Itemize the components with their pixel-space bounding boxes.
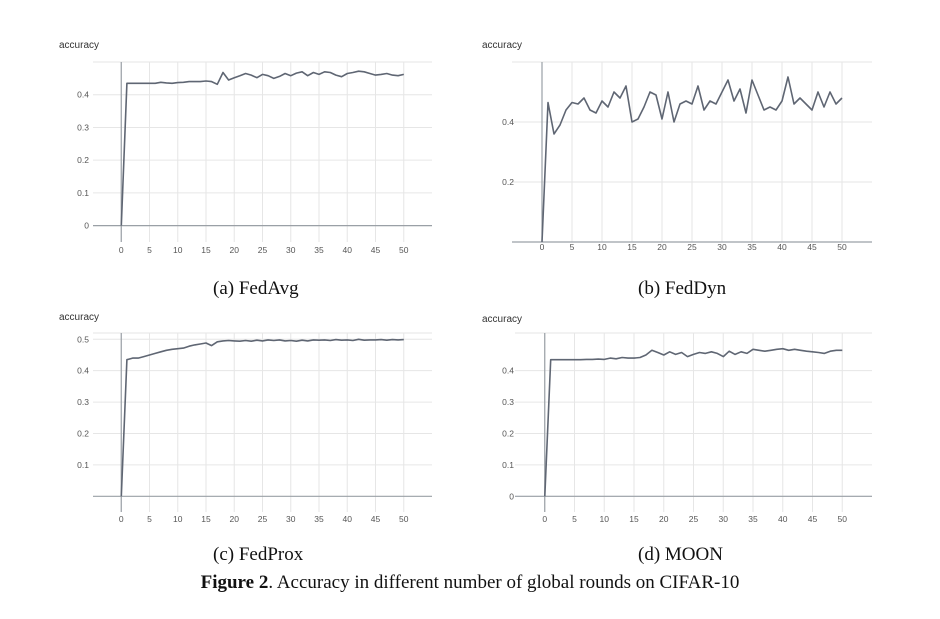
y-axis-label: accuracy [59,312,99,323]
caption-feddyn: (b) FedDyn [638,278,727,299]
y-tick-label: 0.2 [502,428,514,438]
y-tick-label: 0.2 [77,155,89,165]
x-tick-label: 10 [173,514,183,524]
y-tick-label: 0 [509,491,514,501]
figure-caption-text: . Accuracy in different number of global… [268,572,740,593]
y-axis-label: accuracy [59,40,99,51]
x-tick-label: 40 [343,514,353,524]
x-tick-label: 30 [286,514,296,524]
x-tick-label: 15 [201,514,211,524]
x-tick-label: 5 [570,242,575,252]
x-tick-label: 30 [717,242,727,252]
x-tick-label: 15 [201,245,211,255]
x-tick-label: 5 [147,514,152,524]
x-tick-label: 0 [119,514,124,524]
x-tick-label: 15 [627,242,637,252]
accuracy-series-line [120,70,404,226]
y-tick-label: 0.2 [77,428,89,438]
x-tick-label: 10 [173,245,183,255]
x-tick-label: 25 [689,514,699,524]
x-tick-label: 5 [147,245,152,255]
x-tick-label: 30 [286,245,296,255]
x-tick-label: 5 [572,514,577,524]
x-tick-label: 0 [542,514,547,524]
x-tick-label: 0 [540,242,545,252]
x-tick-label: 20 [230,514,240,524]
y-tick-label: 0.3 [502,397,514,407]
x-tick-label: 20 [230,245,240,255]
caption-fedprox: (c) FedProx [213,544,304,565]
x-tick-label: 45 [371,514,381,524]
x-tick-label: 10 [600,514,610,524]
y-tick-label: 0.4 [77,90,89,100]
y-tick-label: 0.1 [77,460,89,470]
y-tick-label: 0.1 [77,188,89,198]
chart-feddyn: accuracy 0.2 0.4 0 5 10 15 20 25 30 35 40 45 50 [482,40,872,252]
x-tick-label: 40 [778,514,788,524]
x-tick-label: 50 [837,242,847,252]
x-tick-label: 45 [808,514,818,524]
y-tick-label: 0.4 [77,366,89,376]
accuracy-series-line [120,338,404,497]
figure-caption: Figure 2. Accuracy in different number o… [0,572,940,594]
x-tick-label: 50 [399,514,409,524]
y-tick-label: 0.3 [77,397,89,407]
x-tick-label: 25 [687,242,697,252]
y-tick-label: 0.4 [502,366,514,376]
x-tick-label: 25 [258,245,268,255]
y-tick-label: 0.1 [502,460,514,470]
x-tick-label: 50 [399,245,409,255]
y-tick-label: 0.2 [502,177,514,187]
figure-label: Figure 2 [200,572,269,593]
x-tick-label: 35 [747,242,757,252]
y-tick-label: 0.4 [502,117,514,127]
accuracy-series-line [544,347,843,497]
x-tick-label: 30 [719,514,729,524]
caption-moon: (d) MOON [638,544,723,565]
y-tick-label: 0.3 [77,122,89,132]
y-tick-label: 0.5 [77,334,89,344]
x-tick-label: 20 [657,242,667,252]
x-tick-label: 15 [629,514,639,524]
x-tick-label: 35 [314,514,324,524]
y-axis-label: accuracy [482,40,522,51]
x-tick-label: 45 [807,242,817,252]
x-tick-label: 20 [659,514,669,524]
x-tick-label: 40 [343,245,353,255]
x-tick-label: 45 [371,245,381,255]
chart-fedprox: accuracy 0.1 0.2 0.3 0.4 0.5 0 5 10 15 20 25 30 35 40 4… [59,312,432,524]
x-tick-label: 25 [258,514,268,524]
x-tick-label: 50 [838,514,848,524]
x-tick-label: 35 [748,514,758,524]
x-tick-label: 35 [314,245,324,255]
x-tick-label: 0 [119,245,124,255]
chart-fedavg: accuracy 0 0.1 0.2 0.3 0.4 0 5 10 15 20 25 30 35 40 45 5… [59,40,432,255]
y-axis-label: accuracy [482,314,522,325]
accuracy-series-line [541,76,843,243]
x-tick-label: 10 [597,242,607,252]
x-tick-label: 40 [777,242,787,252]
y-tick-label: 0 [84,221,89,231]
chart-moon: accuracy 0 0.1 0.2 0.3 0.4 0 5 10 15 20 25 30 35 40 45 5… [482,314,872,524]
caption-fedavg: (a) FedAvg [213,278,299,299]
